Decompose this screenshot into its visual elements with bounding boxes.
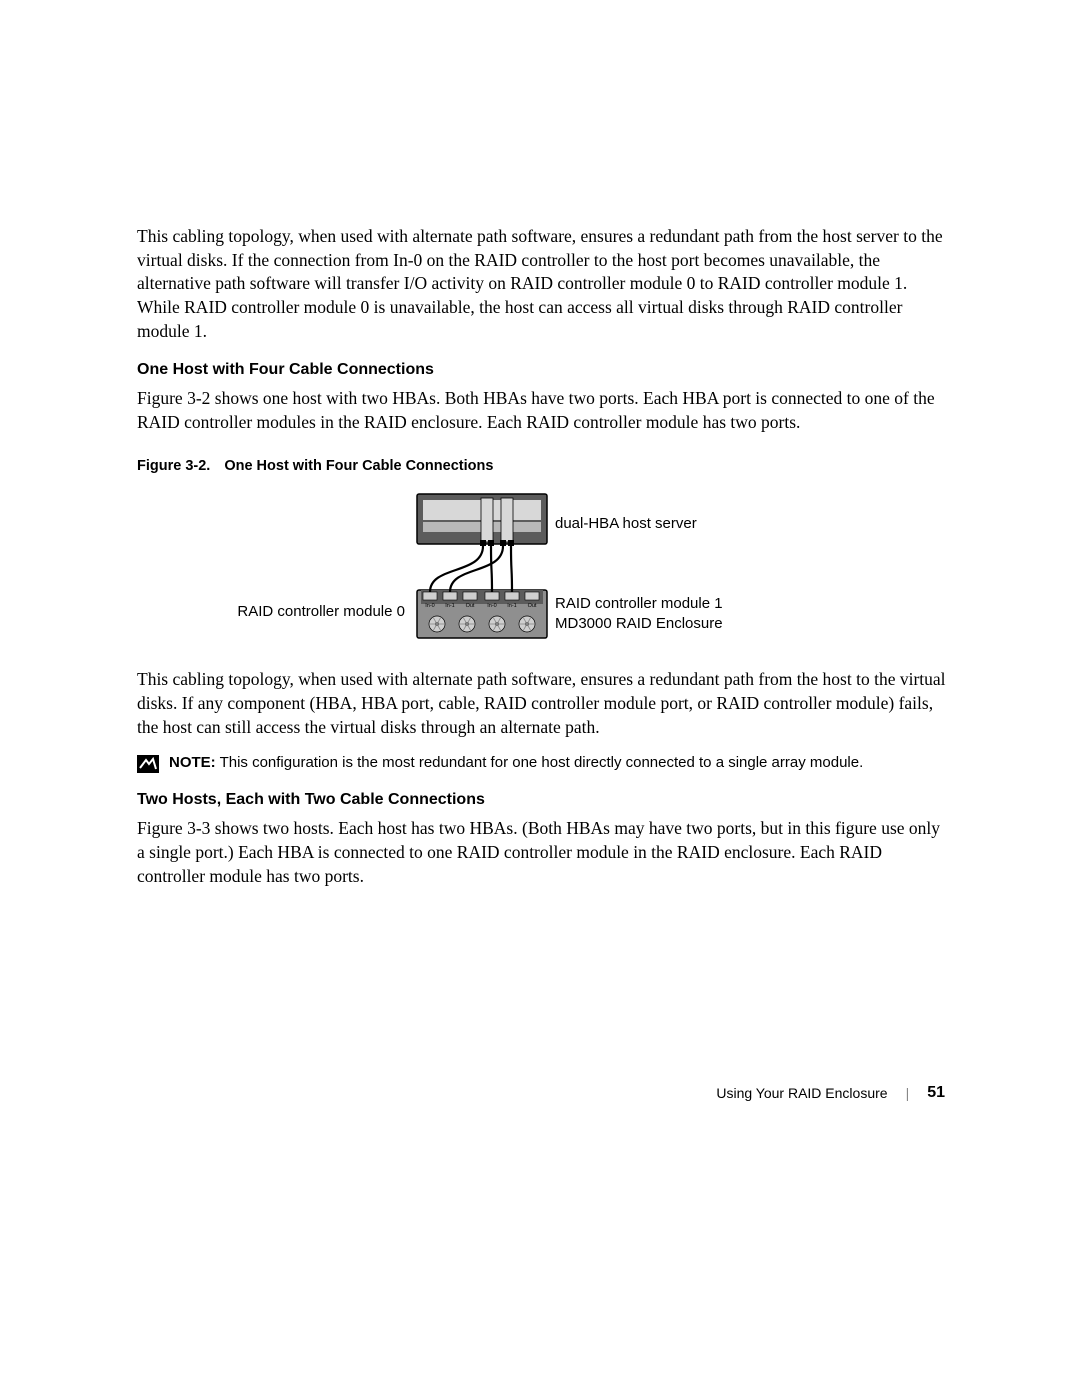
svg-text:In-1: In-1 xyxy=(445,603,454,609)
note-body: This configuration is the most redundant… xyxy=(220,754,864,771)
svg-text:In-0: In-0 xyxy=(425,603,434,609)
heading-one-host: One Host with Four Cable Connections xyxy=(137,361,947,379)
callout-right-2: MD3000 RAID Enclosure xyxy=(555,614,723,634)
figure-title: One Host with Four Cable Connections xyxy=(224,458,493,474)
note-block: NOTE: This configuration is the most red… xyxy=(137,753,947,773)
figure-number: Figure 3-2. xyxy=(137,458,210,474)
svg-text:Out: Out xyxy=(528,603,537,609)
paragraph-2: Figure 3-2 shows one host with two HBAs.… xyxy=(137,387,947,434)
footer-page-number: 51 xyxy=(927,1084,945,1102)
footer-section: Using Your RAID Enclosure xyxy=(716,1085,887,1101)
footer-separator: | xyxy=(906,1085,910,1101)
paragraph-3: This cabling topology, when used with al… xyxy=(137,668,947,739)
callout-top-right: dual-HBA host server xyxy=(555,514,697,534)
note-label: NOTE: xyxy=(169,754,216,771)
page-content: This cabling topology, when used with al… xyxy=(137,225,947,902)
note-text: NOTE: This configuration is the most red… xyxy=(169,753,863,773)
callout-left: RAID controller module 0 xyxy=(225,602,405,622)
svg-text:In-1: In-1 xyxy=(507,603,516,609)
svg-text:Out: Out xyxy=(466,603,475,609)
paragraph-4: Figure 3-3 shows two hosts. Each host ha… xyxy=(137,817,947,888)
callout-right-1: RAID controller module 1 xyxy=(555,594,723,614)
page-footer: Using Your RAID Enclosure | 51 xyxy=(716,1084,945,1102)
figure-caption: Figure 3-2. One Host with Four Cable Conn… xyxy=(137,458,947,474)
heading-two-hosts: Two Hosts, Each with Two Cable Connectio… xyxy=(137,791,947,809)
paragraph-1: This cabling topology, when used with al… xyxy=(137,225,947,343)
note-icon xyxy=(137,755,159,773)
svg-text:In-0: In-0 xyxy=(487,603,496,609)
figure-3-2: In-0 In-1 Out In-0 In-1 Out RAID controller m… xyxy=(137,492,947,652)
